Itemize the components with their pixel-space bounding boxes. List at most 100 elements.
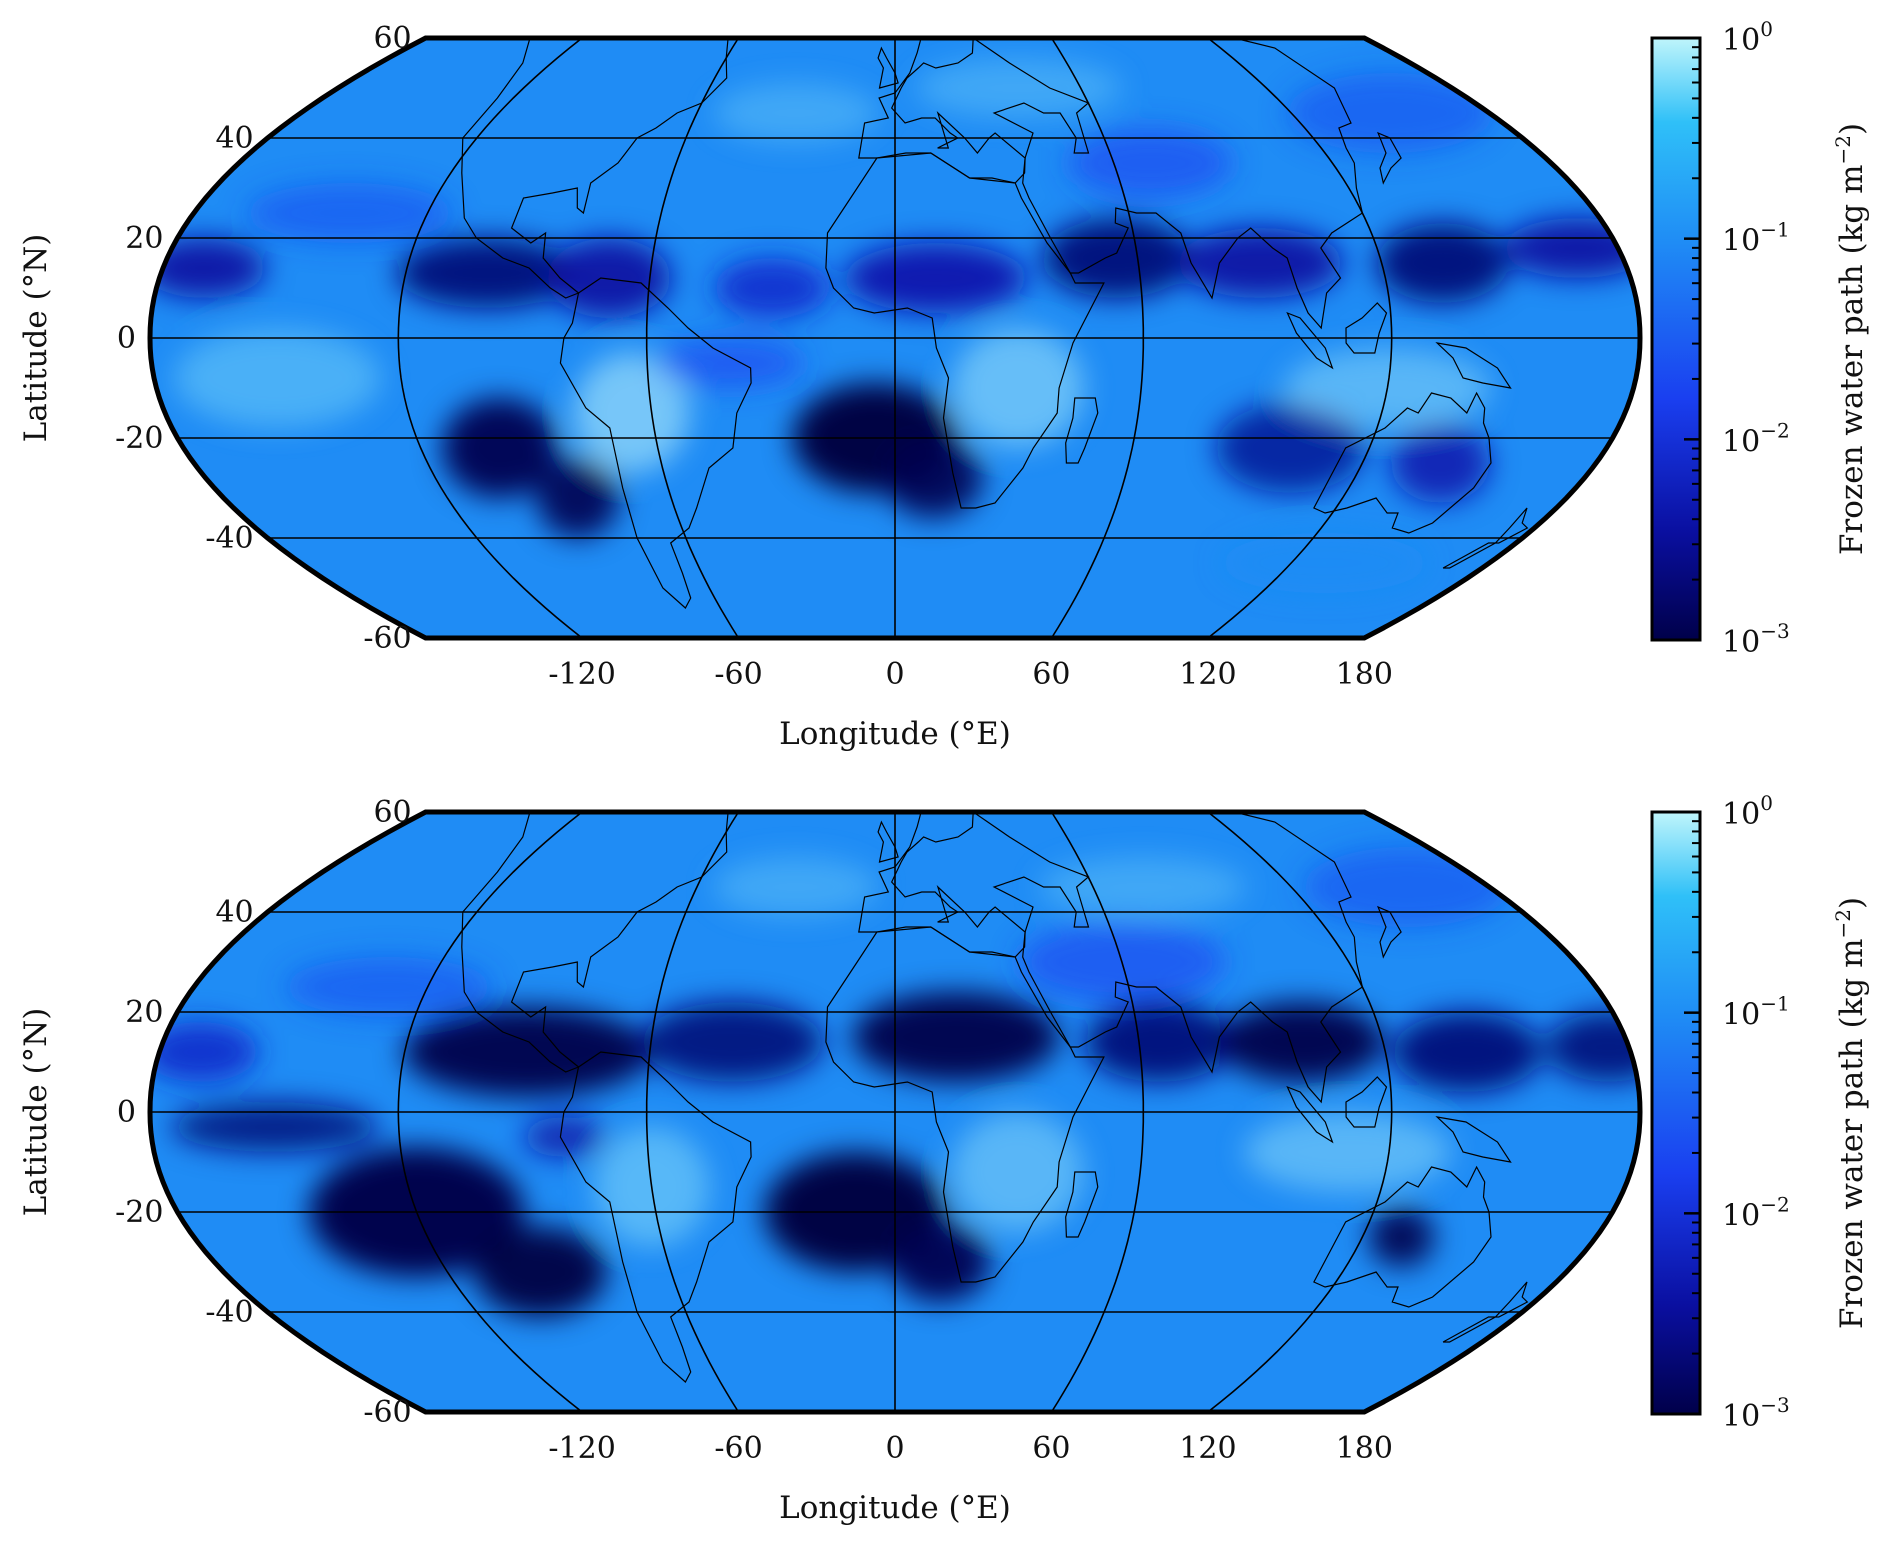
meridian-line bbox=[1207, 812, 1393, 1412]
field-blob bbox=[474, 1227, 607, 1317]
colorbar-tick-label: 10−3 bbox=[1722, 1393, 1790, 1434]
lon-tick-label: 180 bbox=[1336, 657, 1393, 692]
coastlines bbox=[456, 38, 1529, 609]
lat-tick-label: 20 bbox=[125, 995, 163, 1030]
meridian-line bbox=[645, 812, 740, 1412]
coastline-africa bbox=[825, 926, 1105, 1283]
field-blob bbox=[713, 258, 830, 318]
field-blob bbox=[641, 1002, 824, 1082]
coastline-uk bbox=[877, 820, 899, 863]
coastline-nz bbox=[1442, 507, 1529, 569]
colorbar-tick-label: 10−2 bbox=[1722, 418, 1790, 459]
field-blob bbox=[523, 1117, 606, 1157]
colorbar-tick-label: 100 bbox=[1722, 17, 1773, 58]
field-blob bbox=[1303, 847, 1511, 927]
colorbar-tick-label: 10−1 bbox=[1722, 992, 1790, 1033]
field-blob bbox=[1084, 1002, 1234, 1082]
lon-tick-label: -60 bbox=[714, 1431, 762, 1466]
coastline-europe bbox=[858, 38, 1026, 184]
field-blob bbox=[174, 328, 381, 428]
lat-tick-label: -40 bbox=[205, 1295, 253, 1330]
coastline-nz bbox=[1442, 1281, 1529, 1343]
lat-tick-label: 40 bbox=[215, 121, 253, 156]
gridlines bbox=[150, 812, 1640, 1412]
coastline-australia bbox=[1313, 391, 1492, 534]
colorbar-label: Frozen water path (kg m−2) bbox=[1831, 897, 1870, 1329]
coastline-madagascar bbox=[1065, 1171, 1099, 1238]
colorbar-gradient bbox=[1650, 810, 1702, 1416]
meridian-line bbox=[645, 38, 740, 638]
coastline-southAmerica bbox=[559, 277, 752, 609]
field-blob bbox=[713, 83, 879, 143]
lon-tick-label: 0 bbox=[885, 1431, 904, 1466]
meridian-line bbox=[1207, 38, 1393, 638]
colorbar-tick-label: 10−2 bbox=[1722, 1192, 1790, 1233]
coastline-newGuinea bbox=[1435, 1116, 1512, 1163]
meridian-line bbox=[397, 812, 583, 1412]
field-blob bbox=[915, 58, 1123, 118]
field-blob bbox=[285, 957, 493, 1017]
coastline-africa bbox=[825, 152, 1105, 509]
lat-tick-label: 60 bbox=[373, 795, 411, 830]
field-blob bbox=[890, 1222, 991, 1302]
x-axis-label: Longitude (°E) bbox=[779, 716, 1011, 752]
field-blob bbox=[536, 458, 620, 538]
frozen-water-path-field bbox=[150, 38, 1640, 638]
field-blob bbox=[150, 238, 266, 298]
lat-tick-label: -60 bbox=[363, 621, 411, 656]
coastline-asia bbox=[971, 38, 1364, 330]
lon-tick-label: -120 bbox=[548, 1431, 615, 1466]
field-blob bbox=[403, 1007, 652, 1097]
colorbar-tick-label: 10−3 bbox=[1722, 619, 1790, 660]
field-blob bbox=[951, 1112, 1084, 1232]
lat-tick-label: -60 bbox=[363, 1395, 411, 1430]
field-blob bbox=[1220, 533, 1428, 593]
frozen-water-path-field bbox=[150, 812, 1640, 1412]
lon-tick-label: -120 bbox=[548, 657, 615, 692]
lat-tick-label: 40 bbox=[215, 895, 253, 930]
y-axis-label: Latitude (°N) bbox=[18, 234, 54, 443]
field-blob bbox=[1392, 1012, 1542, 1092]
lon-tick-label: -60 bbox=[714, 657, 762, 692]
coastline-australia bbox=[1313, 1165, 1492, 1308]
field-blob bbox=[1218, 1002, 1385, 1082]
field-blob bbox=[883, 438, 983, 518]
field-blob bbox=[150, 1022, 259, 1082]
field-blob bbox=[1042, 218, 1192, 298]
meridian-line bbox=[1050, 38, 1145, 638]
lat-tick-label: -20 bbox=[115, 1195, 163, 1230]
colorbar-tick-label: 100 bbox=[1722, 791, 1773, 832]
field-blob bbox=[1067, 128, 1233, 198]
meridian-line bbox=[397, 38, 583, 638]
coastline-japan bbox=[1377, 131, 1402, 185]
meridian-line bbox=[1050, 812, 1145, 1412]
lat-tick-label: 20 bbox=[125, 221, 163, 256]
coastline-sumatra bbox=[1286, 1085, 1334, 1144]
field-blob bbox=[1286, 73, 1494, 153]
field-blob bbox=[1039, 857, 1247, 917]
coastline-northAmerica bbox=[456, 38, 729, 299]
lat-tick-label: 60 bbox=[373, 21, 411, 56]
coastline-newGuinea bbox=[1435, 342, 1512, 389]
coastline-sumatra bbox=[1286, 311, 1334, 370]
field-blob bbox=[852, 992, 1060, 1082]
map-panel-bottom: 60 40 20 0 -20 -40 -60 -120 -60 0 60 120 180 Longitud… bbox=[18, 791, 1870, 1526]
coastline-europe bbox=[858, 812, 1026, 958]
lon-tick-label: 120 bbox=[1179, 657, 1236, 692]
field-blob bbox=[655, 338, 805, 388]
field-blob bbox=[713, 857, 879, 917]
coastline-asia bbox=[971, 812, 1364, 1104]
lon-tick-label: 0 bbox=[885, 657, 904, 692]
colorbar-gradient bbox=[1650, 36, 1702, 642]
lon-tick-label: 180 bbox=[1336, 1431, 1393, 1466]
field-blob bbox=[844, 243, 1027, 313]
lon-tick-label: 120 bbox=[1179, 1431, 1236, 1466]
coastline-southAmerica bbox=[559, 1051, 752, 1383]
coastline-madagascar bbox=[1065, 397, 1099, 464]
map-border bbox=[147, 809, 1643, 1415]
lat-tick-label: -40 bbox=[205, 521, 253, 556]
lat-tick-label: 0 bbox=[117, 1095, 136, 1130]
field-blob bbox=[1390, 423, 1491, 503]
field-blob bbox=[396, 238, 579, 308]
coastline-northAmerica bbox=[456, 812, 729, 1073]
